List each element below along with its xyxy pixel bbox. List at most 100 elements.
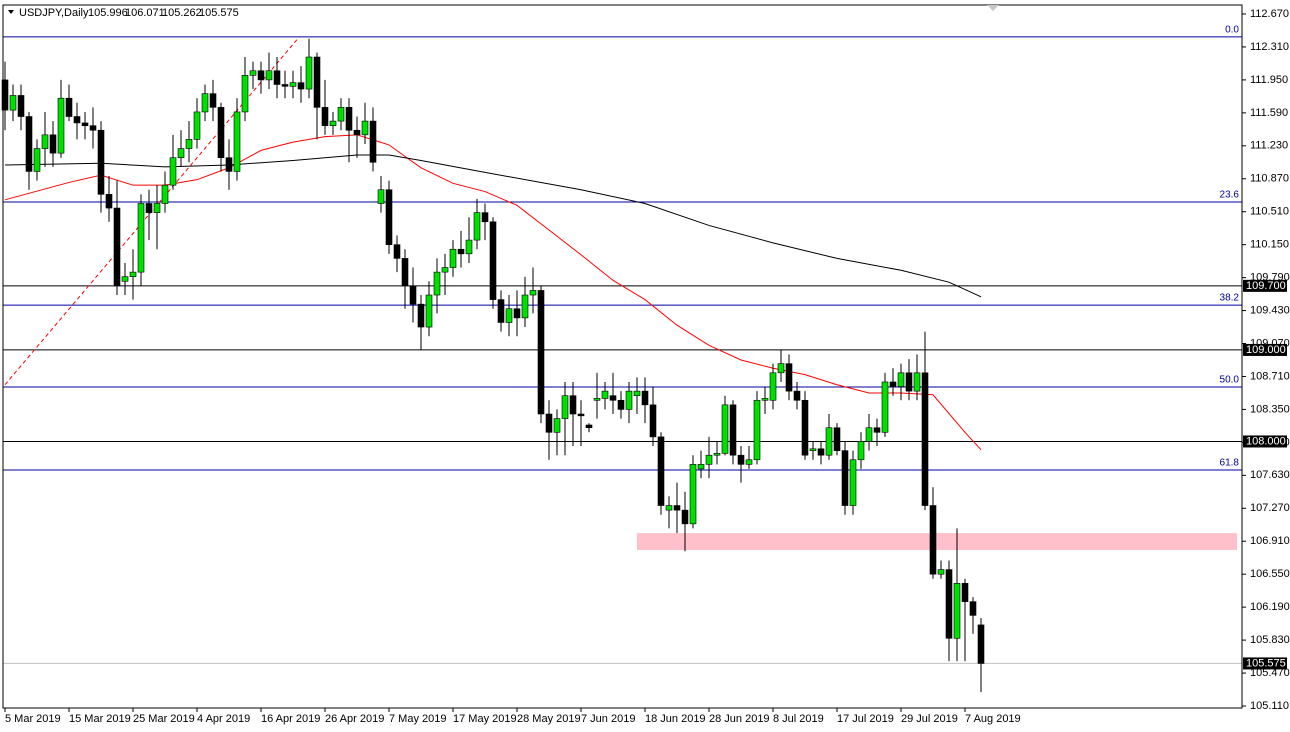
candle-body: [905, 372, 913, 392]
candle-body: [577, 413, 585, 417]
candle-body: [665, 505, 673, 511]
y-tick-label: 109.430: [1250, 304, 1290, 316]
x-tick-label: 17 May 2019: [453, 713, 517, 725]
x-tick-label: 5 Mar 2019: [5, 713, 61, 725]
candle-body: [977, 624, 985, 664]
price-line-label: 109.000: [1246, 344, 1286, 356]
candle-body: [249, 70, 257, 76]
candle-body: [305, 56, 313, 90]
candle-body: [337, 107, 345, 122]
price-line-box: [1243, 279, 1287, 292]
candle-body: [657, 436, 665, 506]
candle-body: [825, 427, 833, 456]
candle-body: [641, 390, 649, 406]
y-tick-label: 111.950: [1250, 74, 1288, 86]
candle-body: [33, 148, 41, 172]
candle-body: [57, 97, 65, 154]
candle-body: [441, 267, 449, 273]
fib-label: 38.2: [1220, 293, 1240, 304]
fib-label: 61.8: [1220, 458, 1240, 469]
x-tick-label: 18 Jun 2019: [645, 713, 706, 725]
menu-arrow: [8, 10, 14, 14]
candle-body: [281, 84, 289, 87]
candle-body: [329, 120, 337, 126]
candle-body: [673, 505, 681, 511]
candle-body: [841, 450, 849, 506]
candle-body: [761, 398, 769, 401]
y-tick-label: 106.190: [1250, 601, 1290, 613]
candle-body: [361, 120, 369, 136]
candle-body: [265, 70, 273, 81]
candle-body: [241, 75, 249, 113]
candle-body: [753, 399, 761, 461]
plot-frame: [2, 4, 1243, 709]
candle-body: [745, 459, 753, 465]
price-line-label: 109.700: [1246, 280, 1286, 292]
candle-body: [801, 399, 809, 456]
candle-body: [9, 95, 17, 111]
y-tick-label: 112.670: [1250, 8, 1289, 20]
price-line-box: [1243, 343, 1287, 356]
candle-body: [793, 390, 801, 401]
y-tick-label: 107.630: [1250, 469, 1290, 481]
candle-body: [921, 372, 929, 506]
candle-body: [705, 454, 713, 465]
candle-body: [769, 372, 777, 401]
candle-body: [737, 454, 745, 465]
candle-body: [233, 111, 241, 172]
candle-body: [497, 299, 505, 323]
candle-body: [617, 399, 625, 410]
candle-body: [521, 294, 529, 319]
x-tick-label: 8 Jul 2019: [773, 713, 824, 725]
moving-average: [4, 154, 982, 298]
candle-body: [1, 79, 9, 111]
candle-body: [321, 107, 329, 126]
candle-body: [185, 139, 193, 149]
candle-body: [537, 290, 545, 415]
y-tick-label: 110.510: [1250, 206, 1289, 218]
candle-body: [913, 372, 921, 392]
y-tick-label: 112.310: [1250, 41, 1289, 53]
candle-body: [89, 125, 97, 131]
candle-body: [449, 248, 457, 268]
candle-body: [585, 424, 593, 429]
candle-body: [105, 194, 113, 209]
candle-body: [313, 56, 321, 108]
candle-body: [217, 107, 225, 159]
y-tick-label: 105.470: [1250, 667, 1290, 679]
fib-label: 0.0: [1225, 25, 1239, 36]
candle-body: [569, 395, 577, 415]
y-tick-label: 111.590: [1250, 107, 1288, 119]
candle-body: [849, 459, 857, 506]
candle-body: [929, 505, 937, 575]
fib-label: 23.6: [1220, 190, 1240, 201]
candle-body: [73, 116, 81, 124]
candle-body: [297, 82, 305, 90]
candle-body: [785, 363, 793, 392]
candle-body: [145, 203, 153, 213]
price-line-label: 108.000: [1246, 435, 1286, 447]
y-tick-label: 110.870: [1250, 173, 1289, 185]
candle-body: [937, 569, 945, 575]
y-tick-label: 108.350: [1250, 403, 1290, 415]
last-price-label: 105.575: [1246, 657, 1286, 669]
candle-body: [945, 569, 953, 639]
x-tick-label: 29 Jul 2019: [901, 713, 958, 725]
candle-body: [257, 70, 265, 81]
candle-body: [961, 583, 969, 602]
candle-body: [633, 390, 641, 396]
x-tick-label: 17 Jul 2019: [837, 713, 894, 725]
candle-body: [881, 381, 889, 433]
candle-body: [425, 294, 433, 328]
candle-body: [81, 122, 89, 126]
candle-body: [289, 82, 297, 87]
candle-body: [953, 583, 961, 639]
candle-body: [193, 111, 201, 140]
candle-body: [385, 189, 393, 245]
y-tick-label: 110.150: [1250, 239, 1289, 251]
candle-body: [457, 248, 465, 255]
candle-body: [201, 93, 209, 113]
